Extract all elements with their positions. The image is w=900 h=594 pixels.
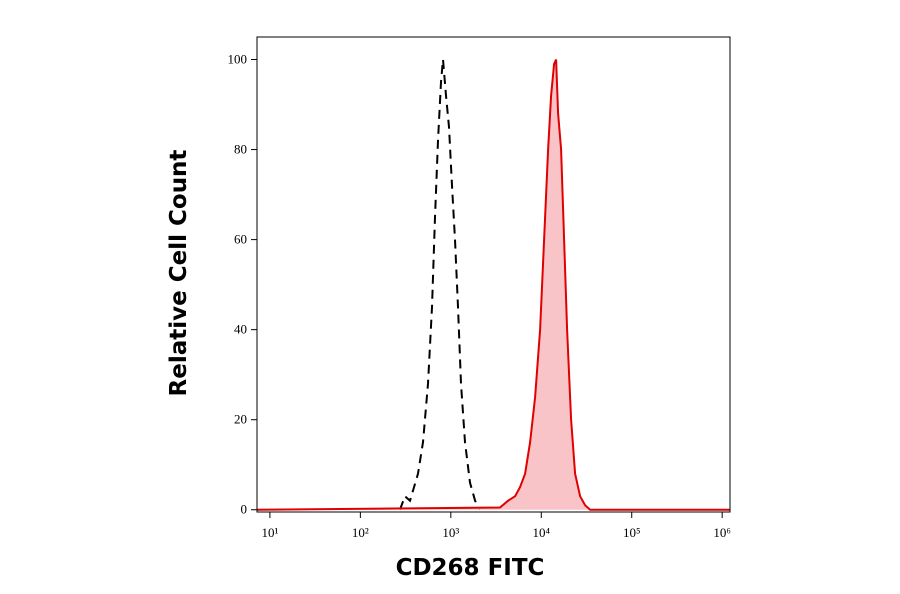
y-axis-label: Relative Cell Count xyxy=(166,150,192,397)
line xyxy=(399,59,481,511)
y-tick-label: 80 xyxy=(234,142,247,157)
x-tick-label: 10⁵ xyxy=(623,525,641,540)
y-tick-label: 100 xyxy=(228,52,248,67)
x-axis-label: CD268 FITC xyxy=(396,555,545,581)
x-tick-label: 10⁴ xyxy=(533,525,551,540)
y-tick-label: 60 xyxy=(234,232,247,247)
y-tick-label: 0 xyxy=(241,502,248,517)
y-tick-label: 20 xyxy=(234,412,247,427)
plot-frame xyxy=(256,36,731,513)
x-tick-label: 10¹ xyxy=(261,525,278,540)
x-tick-label: 10⁶ xyxy=(713,525,731,540)
x-tick-label: 10³ xyxy=(442,525,459,540)
x-tick-label: 10² xyxy=(352,525,369,540)
y-tick-label: 40 xyxy=(234,322,247,337)
line xyxy=(256,59,730,511)
area xyxy=(257,59,730,510)
